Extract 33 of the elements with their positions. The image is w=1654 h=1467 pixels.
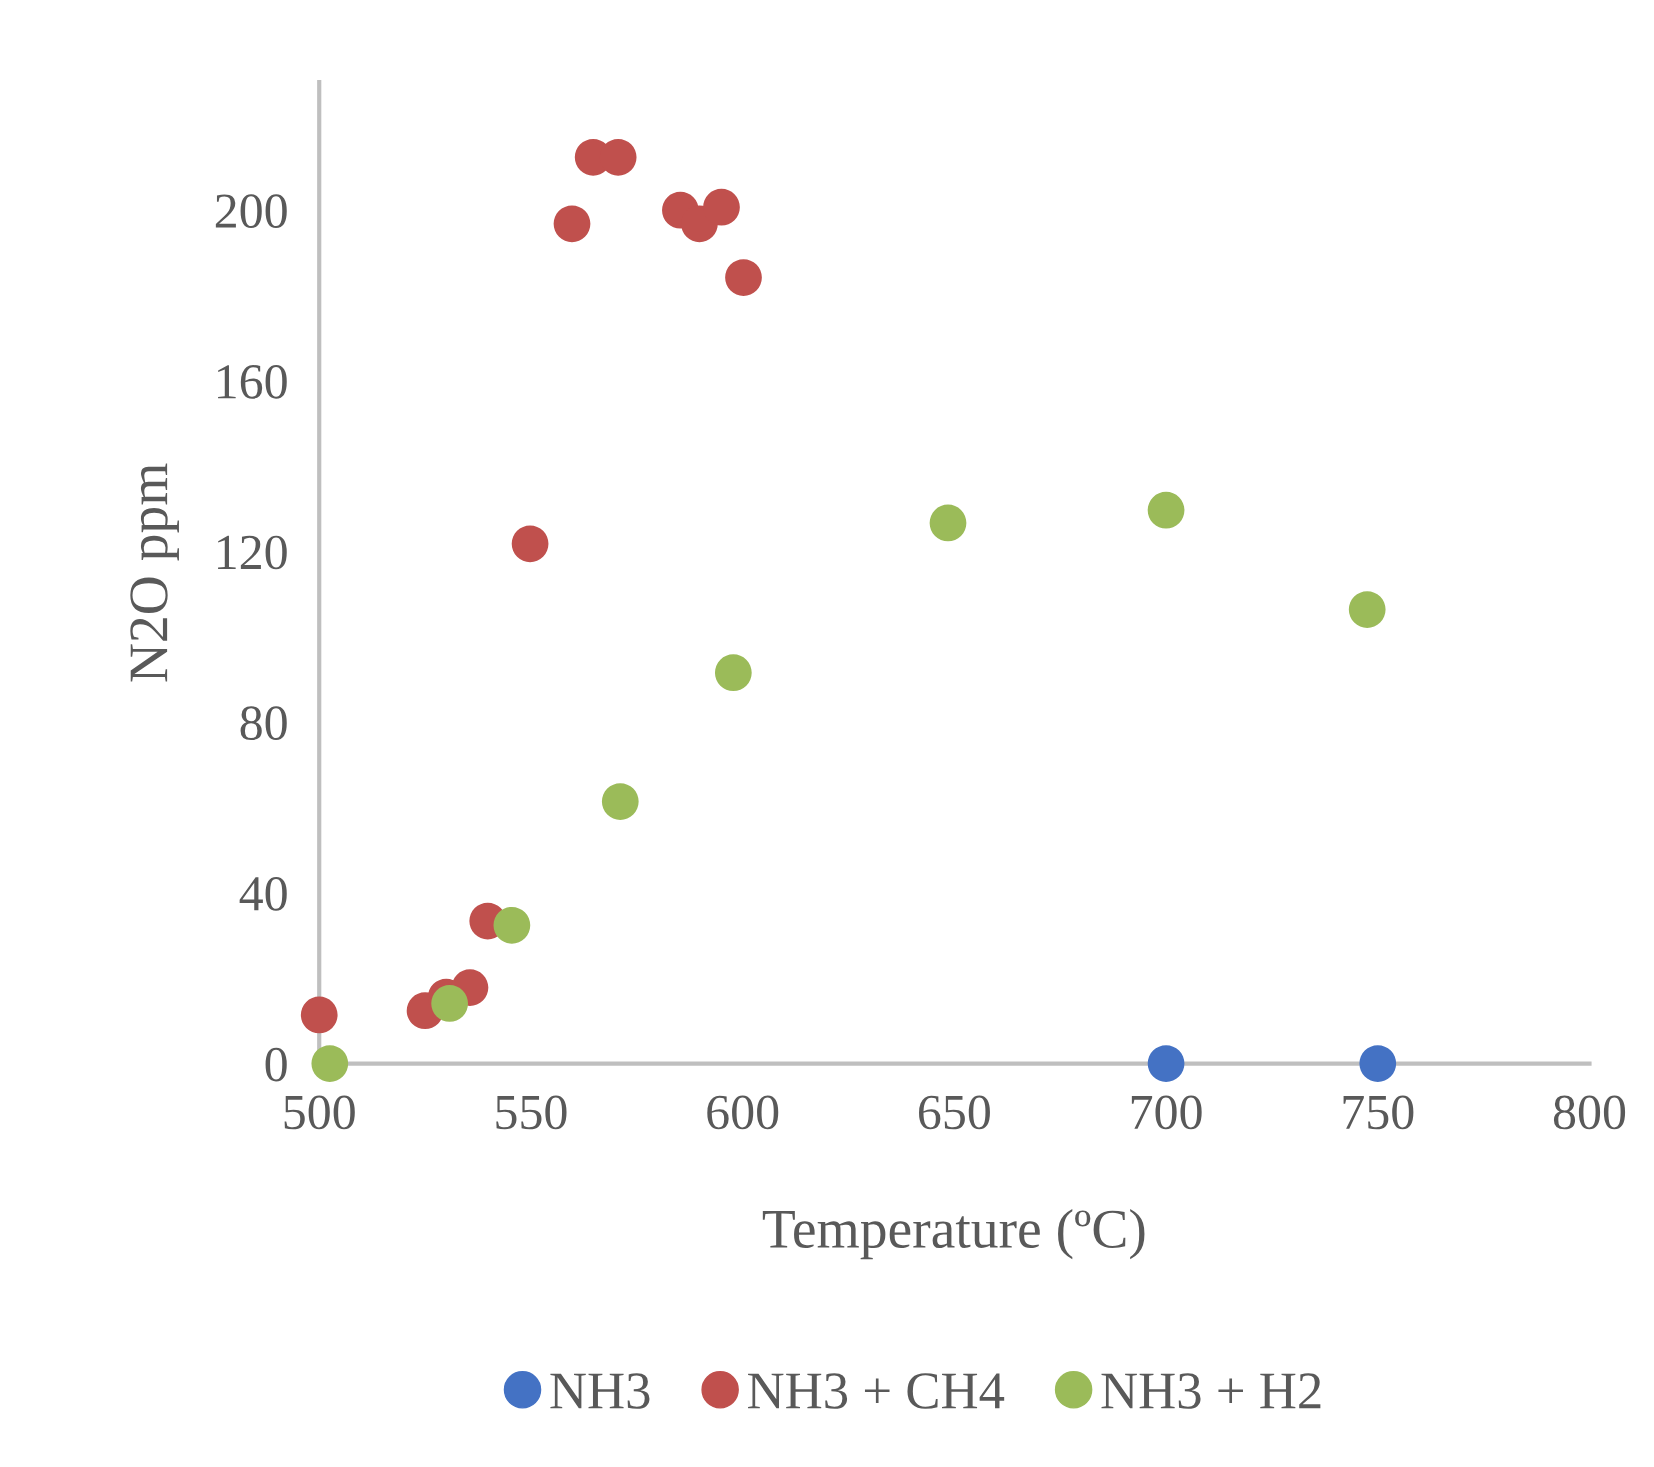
point (1348, 591, 1386, 628)
x-tick-label: 650 (919, 1095, 990, 1130)
legend-label: NH3 + CH4 (748, 1373, 1005, 1409)
x-tick-label: 700 (1131, 1095, 1202, 1130)
point (1147, 1045, 1185, 1082)
x-tick-label: 500 (284, 1095, 355, 1130)
y-axis-title: N2O ppm (130, 463, 179, 682)
x-tick-label: 550 (496, 1095, 567, 1130)
point (703, 188, 740, 226)
x-tick-label: 750 (1343, 1095, 1414, 1130)
y-tick-label: 120 (218, 535, 287, 570)
point (300, 996, 338, 1034)
point (601, 783, 639, 820)
point (1359, 1045, 1397, 1082)
y-tick-label: 200 (215, 194, 287, 228)
point (311, 1045, 349, 1082)
x-axis-title: Temperature (ºC) (762, 1208, 1145, 1260)
point (553, 205, 591, 243)
x-tick-label: 800 (1553, 1095, 1626, 1130)
y-tick-label: 160 (218, 364, 287, 399)
y-tick-label: 40 (239, 876, 287, 911)
point (714, 654, 752, 692)
point (929, 504, 967, 542)
point (1147, 491, 1185, 529)
legend-label: NH3 (550, 1373, 650, 1409)
y-tick-label: 80 (240, 706, 287, 741)
point (431, 985, 469, 1022)
y-tick-label: 0 (265, 1047, 287, 1082)
point (511, 525, 549, 563)
x-tick-label: 600 (707, 1095, 779, 1130)
point (493, 906, 531, 944)
legend-label: NH3 + H2 (1101, 1373, 1321, 1409)
point (725, 259, 762, 296)
